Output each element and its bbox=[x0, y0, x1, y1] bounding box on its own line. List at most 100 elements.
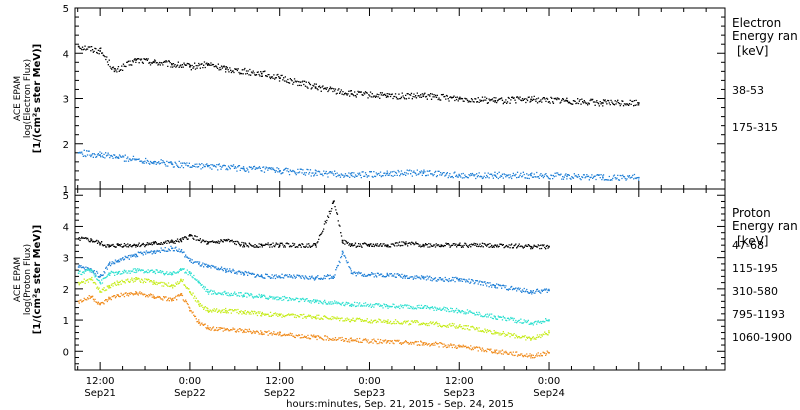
data-point bbox=[90, 239, 92, 242]
legend-title: Proton bbox=[732, 206, 771, 220]
data-point bbox=[225, 269, 227, 271]
data-point bbox=[180, 239, 182, 242]
data-point bbox=[207, 165, 209, 168]
data-point bbox=[260, 244, 263, 246]
legend-entry: 310-580 bbox=[732, 285, 778, 298]
series-175-315 bbox=[77, 149, 640, 182]
y-label-line: [1/(cm²s ster MeV)] bbox=[32, 44, 43, 153]
data-point bbox=[171, 163, 173, 165]
data-point bbox=[314, 316, 317, 318]
series-trace bbox=[78, 276, 550, 341]
x-tick-time: 0:00 bbox=[358, 376, 380, 387]
data-point bbox=[638, 176, 640, 179]
data-point bbox=[494, 331, 496, 334]
x-axis: 12:00Sep210:00Sep2212:00Sep220:00Sep2312… bbox=[84, 376, 564, 410]
series-795-1193 bbox=[77, 276, 550, 341]
data-point bbox=[117, 281, 119, 284]
data-point bbox=[135, 292, 137, 295]
data-point bbox=[341, 241, 344, 243]
series-trace bbox=[78, 45, 640, 107]
data-point bbox=[314, 172, 317, 174]
data-point bbox=[386, 172, 389, 174]
data-point bbox=[530, 174, 532, 177]
data-point bbox=[77, 152, 80, 154]
data-point bbox=[207, 266, 209, 268]
legend-title: Electron bbox=[732, 16, 781, 30]
data-point bbox=[548, 331, 550, 334]
series-trace bbox=[78, 291, 550, 359]
data-point bbox=[117, 244, 119, 246]
data-point bbox=[314, 336, 317, 339]
data-point bbox=[77, 300, 80, 303]
data-point bbox=[171, 272, 173, 275]
legend-entry: 38-53 bbox=[732, 84, 764, 97]
data-point bbox=[108, 272, 110, 275]
series-trace bbox=[78, 149, 640, 182]
data-point bbox=[225, 68, 227, 70]
data-point bbox=[108, 263, 110, 265]
data-point bbox=[77, 281, 80, 284]
data-point bbox=[260, 72, 263, 75]
proton-x-ticks bbox=[77, 189, 707, 370]
data-point bbox=[350, 174, 353, 177]
data-point bbox=[242, 244, 245, 246]
data-point bbox=[99, 154, 101, 156]
y-tick-label: 0 bbox=[63, 347, 69, 358]
data-point bbox=[198, 281, 200, 284]
y-tick-label: 1 bbox=[63, 185, 69, 196]
y-tick-label: 5 bbox=[63, 4, 69, 15]
x-tick-day: Sep21 bbox=[84, 388, 116, 399]
y-tick-label: 3 bbox=[63, 254, 69, 265]
data-point bbox=[260, 275, 263, 278]
data-point bbox=[278, 170, 281, 172]
data-point bbox=[278, 314, 281, 317]
data-point bbox=[135, 278, 137, 281]
series-47-68 bbox=[77, 200, 550, 250]
data-point bbox=[108, 245, 110, 248]
legend-entry: 47-68 bbox=[732, 239, 764, 252]
data-point bbox=[494, 174, 496, 177]
electron-panel: 1 2 3 4 5 ACE EPAM log(Electron Flux) [1/(cm²s … bbox=[13, 4, 798, 196]
data-point bbox=[314, 277, 317, 279]
series-115-195 bbox=[77, 245, 550, 295]
data-point bbox=[566, 99, 568, 102]
data-point bbox=[422, 244, 425, 246]
data-point bbox=[530, 245, 532, 248]
legend-entry: 175-315 bbox=[732, 121, 778, 134]
data-point bbox=[153, 295, 155, 298]
x-tick-time: 0:00 bbox=[538, 376, 560, 387]
data-point bbox=[341, 250, 344, 253]
data-point bbox=[278, 244, 281, 246]
data-point bbox=[566, 175, 568, 178]
data-point bbox=[108, 284, 110, 287]
data-point bbox=[386, 341, 389, 343]
data-point bbox=[314, 86, 317, 88]
data-point bbox=[189, 66, 191, 68]
series-310-580 bbox=[77, 267, 550, 326]
data-point bbox=[153, 281, 155, 284]
electron-x-ticks bbox=[77, 8, 707, 189]
data-point bbox=[113, 70, 116, 73]
data-point bbox=[207, 291, 209, 293]
data-point bbox=[171, 284, 173, 287]
data-point bbox=[260, 313, 263, 315]
series-trace bbox=[78, 200, 550, 250]
series-trace bbox=[78, 245, 550, 295]
data-point bbox=[458, 278, 461, 281]
proton-plot-frame bbox=[74, 188, 726, 371]
y-label-line: log(Electron Flux) bbox=[23, 59, 33, 138]
data-point bbox=[171, 298, 173, 301]
data-point bbox=[530, 98, 532, 101]
data-point bbox=[422, 342, 425, 345]
data-point bbox=[440, 244, 443, 246]
data-point bbox=[314, 244, 317, 246]
data-point bbox=[422, 172, 425, 174]
x-tick-time: 12:00 bbox=[86, 376, 115, 387]
data-point bbox=[530, 337, 532, 340]
data-point bbox=[242, 272, 245, 275]
data-point bbox=[180, 294, 182, 296]
data-point bbox=[242, 167, 245, 170]
data-point bbox=[332, 275, 335, 278]
